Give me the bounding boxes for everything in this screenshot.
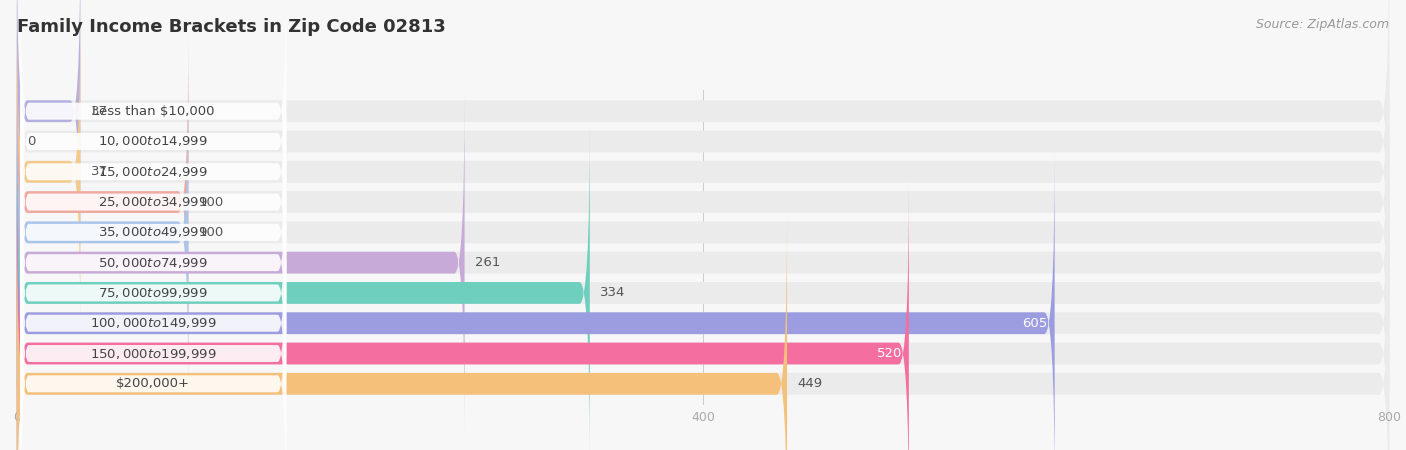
FancyBboxPatch shape (20, 150, 287, 436)
FancyBboxPatch shape (20, 29, 287, 315)
FancyBboxPatch shape (17, 31, 1389, 373)
FancyBboxPatch shape (20, 0, 287, 284)
FancyBboxPatch shape (17, 213, 787, 450)
Text: 605: 605 (1022, 317, 1047, 330)
FancyBboxPatch shape (17, 1, 1389, 342)
Text: $25,000 to $34,999: $25,000 to $34,999 (98, 195, 208, 209)
Text: Less than $10,000: Less than $10,000 (91, 105, 215, 118)
FancyBboxPatch shape (17, 0, 80, 282)
FancyBboxPatch shape (17, 183, 908, 450)
Text: 261: 261 (475, 256, 501, 269)
Text: $35,000 to $49,999: $35,000 to $49,999 (98, 225, 208, 239)
FancyBboxPatch shape (20, 211, 287, 450)
FancyBboxPatch shape (20, 120, 287, 405)
Text: 449: 449 (797, 377, 823, 390)
Text: $150,000 to $199,999: $150,000 to $199,999 (90, 346, 217, 360)
FancyBboxPatch shape (17, 153, 1054, 450)
FancyBboxPatch shape (20, 180, 287, 450)
Text: 37: 37 (90, 165, 108, 178)
Text: $15,000 to $24,999: $15,000 to $24,999 (98, 165, 208, 179)
Text: $200,000+: $200,000+ (117, 377, 190, 390)
Text: 100: 100 (198, 226, 224, 239)
FancyBboxPatch shape (17, 92, 464, 433)
FancyBboxPatch shape (17, 153, 1389, 450)
Text: 334: 334 (600, 287, 626, 299)
Text: 100: 100 (198, 196, 224, 208)
FancyBboxPatch shape (17, 122, 1389, 450)
Text: $75,000 to $99,999: $75,000 to $99,999 (98, 286, 208, 300)
Text: Source: ZipAtlas.com: Source: ZipAtlas.com (1256, 18, 1389, 31)
FancyBboxPatch shape (17, 92, 1389, 433)
Text: $10,000 to $14,999: $10,000 to $14,999 (98, 135, 208, 148)
Text: $50,000 to $74,999: $50,000 to $74,999 (98, 256, 208, 270)
FancyBboxPatch shape (17, 31, 188, 373)
Text: 520: 520 (876, 347, 903, 360)
FancyBboxPatch shape (20, 0, 287, 254)
FancyBboxPatch shape (17, 0, 1389, 282)
FancyBboxPatch shape (20, 241, 287, 450)
Text: Family Income Brackets in Zip Code 02813: Family Income Brackets in Zip Code 02813 (17, 18, 446, 36)
Text: 37: 37 (90, 105, 108, 118)
Text: $100,000 to $149,999: $100,000 to $149,999 (90, 316, 217, 330)
FancyBboxPatch shape (17, 62, 1389, 403)
FancyBboxPatch shape (17, 62, 188, 403)
FancyBboxPatch shape (20, 90, 287, 375)
FancyBboxPatch shape (17, 0, 1389, 312)
FancyBboxPatch shape (17, 183, 1389, 450)
FancyBboxPatch shape (17, 213, 1389, 450)
FancyBboxPatch shape (17, 1, 80, 342)
FancyBboxPatch shape (20, 59, 287, 345)
Text: 0: 0 (27, 135, 35, 148)
FancyBboxPatch shape (17, 122, 589, 450)
